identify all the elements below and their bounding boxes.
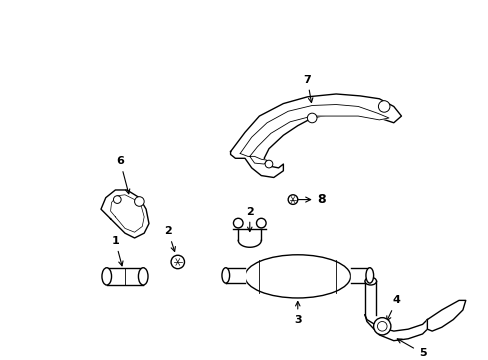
Ellipse shape bbox=[244, 255, 350, 298]
Text: 3: 3 bbox=[293, 302, 301, 325]
Circle shape bbox=[264, 160, 272, 168]
Text: 4: 4 bbox=[386, 295, 400, 321]
Text: 2: 2 bbox=[164, 226, 175, 251]
Polygon shape bbox=[240, 104, 388, 164]
Circle shape bbox=[307, 113, 316, 123]
Text: 5: 5 bbox=[396, 339, 426, 358]
Polygon shape bbox=[225, 268, 244, 283]
Circle shape bbox=[113, 196, 121, 203]
Circle shape bbox=[256, 218, 265, 228]
Text: 8: 8 bbox=[295, 193, 325, 206]
Polygon shape bbox=[110, 195, 144, 232]
Polygon shape bbox=[101, 190, 149, 238]
Polygon shape bbox=[364, 315, 427, 341]
Ellipse shape bbox=[365, 268, 373, 283]
Polygon shape bbox=[230, 94, 401, 177]
Text: 7: 7 bbox=[303, 75, 312, 103]
Ellipse shape bbox=[364, 277, 376, 285]
Circle shape bbox=[377, 321, 386, 331]
Polygon shape bbox=[106, 268, 143, 285]
Circle shape bbox=[233, 218, 243, 228]
Ellipse shape bbox=[138, 268, 148, 285]
Polygon shape bbox=[350, 268, 369, 283]
Circle shape bbox=[171, 255, 184, 269]
Ellipse shape bbox=[102, 268, 111, 285]
Text: 1: 1 bbox=[111, 236, 123, 266]
Text: 6: 6 bbox=[116, 156, 129, 194]
Polygon shape bbox=[427, 300, 465, 331]
Circle shape bbox=[378, 101, 389, 112]
Circle shape bbox=[134, 197, 144, 206]
Circle shape bbox=[373, 318, 390, 335]
Circle shape bbox=[287, 195, 297, 204]
Ellipse shape bbox=[222, 268, 229, 283]
Text: 2: 2 bbox=[245, 207, 253, 231]
Polygon shape bbox=[364, 281, 376, 315]
